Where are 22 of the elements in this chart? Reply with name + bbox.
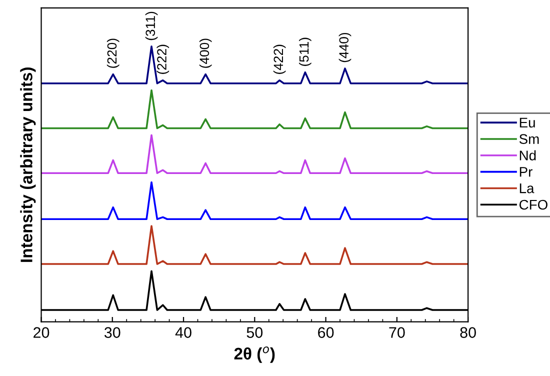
legend-label: CFO bbox=[520, 200, 548, 210]
x-tick-label: 80 bbox=[460, 327, 476, 338]
legend-label: Eu bbox=[520, 118, 535, 128]
annotation: (440) bbox=[338, 32, 352, 62]
annotation: (311) bbox=[145, 12, 158, 40]
x-tick-label: 20 bbox=[34, 327, 50, 338]
x-tick-label: 30 bbox=[104, 327, 120, 338]
x-axis-title: 2θ ($^{o}$) bbox=[234, 346, 275, 363]
x-tick-label: 50 bbox=[246, 327, 263, 338]
x-tick-label: 70 bbox=[389, 327, 405, 338]
annotation: (400) bbox=[199, 38, 212, 68]
legend-label: La bbox=[520, 184, 534, 194]
annotation: (422) bbox=[273, 44, 286, 74]
legend-label: Nd bbox=[520, 150, 536, 160]
x-tick-label: 60 bbox=[318, 327, 334, 338]
x-tick-label: 40 bbox=[175, 327, 192, 338]
annotation: (220) bbox=[106, 38, 120, 68]
legend-label: Pr bbox=[520, 167, 532, 177]
legend-label: Sm bbox=[519, 134, 539, 144]
annotation: (511) bbox=[299, 38, 312, 66]
annotation: (222) bbox=[156, 44, 170, 74]
y-axis-title: Intensity (arbitrary units) bbox=[20, 68, 36, 262]
